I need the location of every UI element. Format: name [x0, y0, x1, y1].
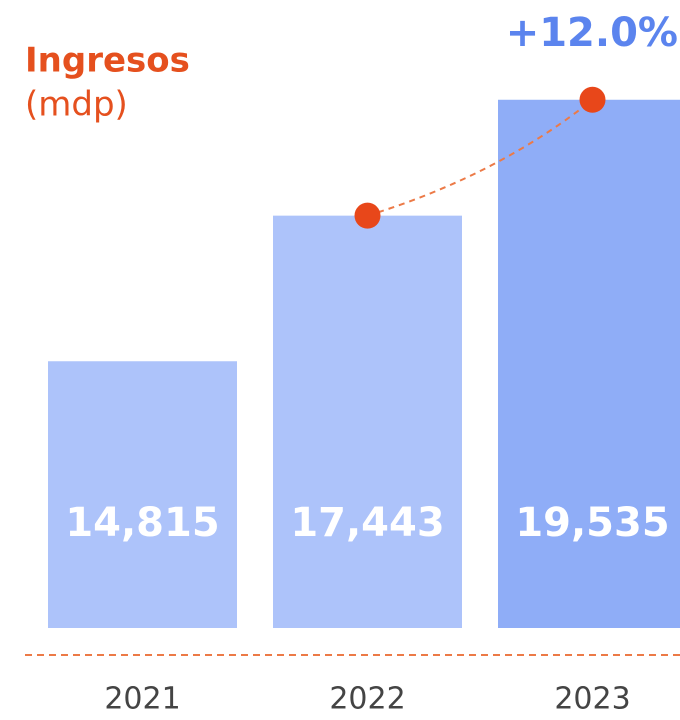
- chart-title: Ingresos: [25, 41, 190, 81]
- x-tick-label: 2023: [554, 682, 630, 717]
- chart-subtitle: (mdp): [25, 85, 128, 125]
- x-tick-label: 2022: [329, 682, 405, 717]
- annotation: +12.0%: [506, 10, 678, 56]
- bar: [48, 361, 237, 628]
- trend-line: [367, 98, 594, 217]
- trend-dot: [579, 86, 606, 113]
- bar: [273, 215, 462, 628]
- bar: [498, 99, 680, 629]
- value-label: 17,443: [290, 500, 444, 546]
- x-tick-label: 2021: [104, 682, 180, 717]
- value-label: 19,535: [515, 500, 669, 546]
- trend-dot: [354, 202, 381, 229]
- value-label: 14,815: [65, 500, 219, 546]
